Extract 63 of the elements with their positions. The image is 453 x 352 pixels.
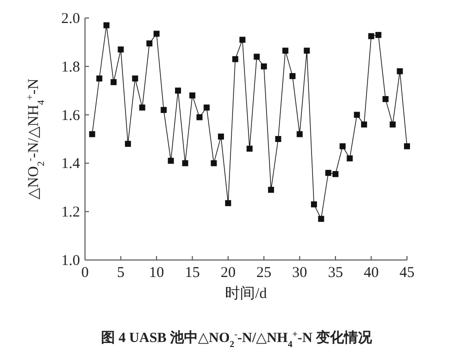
point [254,54,260,60]
point [332,171,338,178]
point [304,48,310,54]
point [368,33,374,40]
x-tick-label: 25 [256,265,272,281]
x-tick-label: 5 [117,265,125,281]
point [189,92,196,98]
y-tick-label: 1.0 [61,253,80,269]
point [382,96,389,102]
point [132,76,138,82]
point [346,155,353,162]
point [124,140,131,147]
point [318,216,324,222]
point [282,48,288,54]
point [246,146,253,152]
point [146,40,152,46]
point [182,160,188,166]
point [260,63,267,70]
point [239,36,246,43]
x-tick-label: 0 [81,265,89,281]
point [325,170,332,176]
x-tick-label: 35 [328,265,343,281]
x-tick-label: 20 [220,265,236,281]
text: 图 4 UASB 池中△NO$_{2}$$^{-}$-N/△NH$_{4}$$^{+}$-N 变化情况 [101,329,373,349]
point [290,73,296,80]
point [160,106,167,113]
x-tick-label: 15 [184,265,200,281]
y-tick-label: 2.0 [61,11,80,27]
point [218,134,224,140]
point [210,160,217,166]
point [404,143,410,150]
point [361,121,368,128]
point [354,112,360,118]
point [310,201,317,208]
x-tick-label: 30 [292,265,308,281]
point [296,131,303,138]
point [118,46,124,52]
point [225,200,232,206]
point [139,104,146,111]
y-tick-label: 1.4 [61,156,80,172]
point [89,131,96,138]
point [103,22,110,28]
point [204,104,210,111]
x-tick-label: 40 [364,265,379,281]
point [232,56,238,62]
point [375,32,382,38]
point [196,114,202,120]
point [110,79,117,86]
x-tick-label: 10 [149,265,164,281]
point [168,158,174,164]
point [275,136,282,142]
point [175,88,182,94]
point [96,76,102,82]
point [390,121,396,128]
x-tick-label: 45 [400,265,414,281]
point [340,143,346,150]
y-tick-label: 1.2 [61,204,80,221]
y-tick-label: 1.6 [61,108,80,124]
point [396,68,403,74]
point [268,186,274,193]
point [154,30,160,37]
x-axis-title: 时间/d [225,285,268,302]
y-tick-label: 1.8 [61,59,80,76]
